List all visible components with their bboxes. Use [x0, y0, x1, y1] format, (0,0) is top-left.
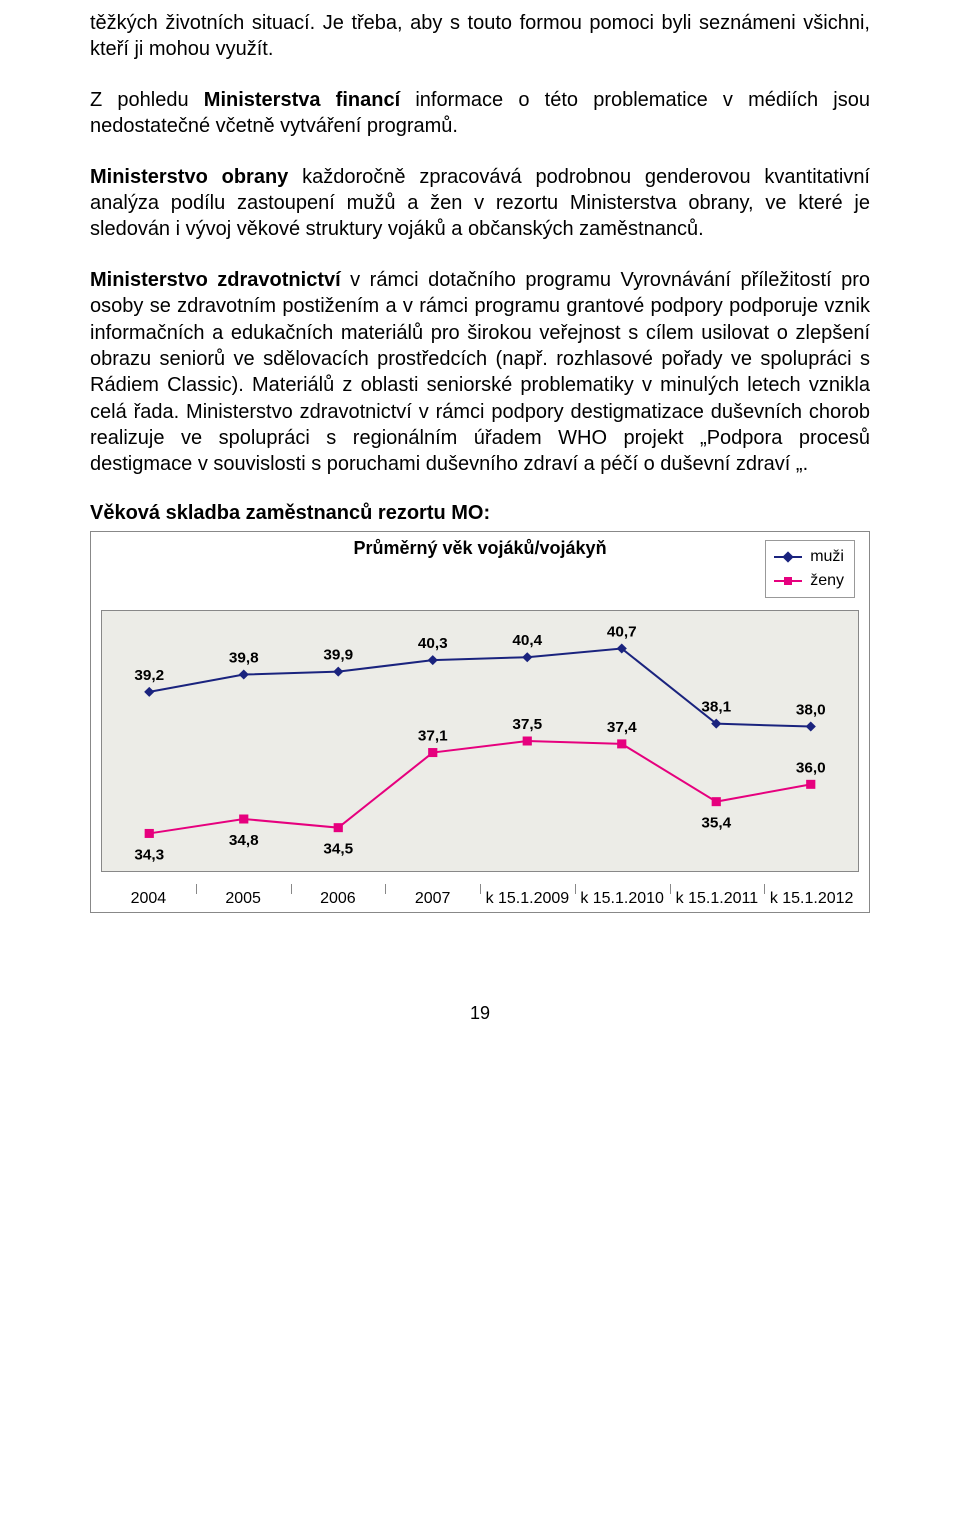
page-number: 19 — [90, 1003, 870, 1024]
x-axis-label: k 15.1.2011 — [670, 890, 765, 908]
svg-text:34,3: 34,3 — [134, 846, 164, 863]
chart-svg: 39,2 39,8 39,9 40,3 40,4 40,7 38,1 38,0 34,3 34,8… — [102, 611, 858, 871]
svg-text:35,4: 35,4 — [701, 815, 731, 832]
svg-text:34,5: 34,5 — [323, 841, 353, 858]
x-axis-label: 2007 — [385, 890, 480, 908]
x-axis-label: k 15.1.2009 — [480, 890, 575, 908]
legend-marker-men — [774, 556, 802, 558]
chart-legend: muži ženy — [765, 540, 855, 598]
p3-bold: Ministerstvo obrany — [90, 166, 288, 188]
legend-marker-women — [774, 580, 802, 582]
paragraph-4: Ministerstvo zdravotnictví v rámci dotač… — [90, 267, 870, 478]
svg-text:39,9: 39,9 — [323, 647, 353, 664]
x-axis-label: k 15.1.2010 — [575, 890, 670, 908]
legend-label-women: ženy — [810, 569, 844, 593]
legend-women: ženy — [774, 569, 844, 593]
svg-text:40,4: 40,4 — [512, 632, 542, 649]
svg-text:34,8: 34,8 — [229, 832, 259, 849]
svg-text:40,7: 40,7 — [607, 624, 637, 641]
paragraph-2: Z pohledu Ministerstva financí informace… — [90, 87, 870, 140]
svg-text:37,4: 37,4 — [607, 719, 637, 736]
legend-label-men: muži — [810, 545, 844, 569]
svg-text:36,0: 36,0 — [796, 759, 826, 776]
legend-men: muži — [774, 545, 844, 569]
chart-section-heading: Věková skladba zaměstnanců rezortu MO: — [90, 502, 870, 525]
svg-text:38,0: 38,0 — [796, 702, 826, 719]
p2-prefix: Z pohledu — [90, 89, 204, 111]
svg-text:40,3: 40,3 — [418, 635, 448, 652]
svg-text:37,5: 37,5 — [512, 716, 542, 733]
plot-area: 39,2 39,8 39,9 40,3 40,4 40,7 38,1 38,0 34,3 34,8… — [101, 610, 859, 872]
x-axis-label: 2005 — [196, 890, 291, 908]
svg-text:39,2: 39,2 — [134, 667, 164, 684]
x-axis-label: 2006 — [291, 890, 386, 908]
svg-text:39,8: 39,8 — [229, 650, 259, 667]
paragraph-1: těžkých životních situací. Je třeba, aby… — [90, 10, 870, 63]
p2-bold: Ministerstva financí — [204, 89, 400, 111]
x-axis-label: k 15.1.2012 — [764, 890, 859, 908]
p4-bold: Ministerstvo zdravotnictví — [90, 269, 341, 291]
svg-text:37,1: 37,1 — [418, 728, 448, 745]
x-axis-label: 2004 — [101, 890, 196, 908]
p4-rest: v rámci dotačního programu Vyrovnávání p… — [90, 269, 870, 476]
x-axis: 2004200520062007k 15.1.2009k 15.1.2010k … — [101, 890, 859, 908]
svg-text:38,1: 38,1 — [701, 699, 731, 716]
age-chart: Průměrný věk vojáků/vojákyň muži ženy 39… — [90, 531, 870, 913]
paragraph-3: Ministerstvo obrany každoročně zpracováv… — [90, 164, 870, 243]
chart-title: Průměrný věk vojáků/vojákyň — [91, 532, 869, 559]
